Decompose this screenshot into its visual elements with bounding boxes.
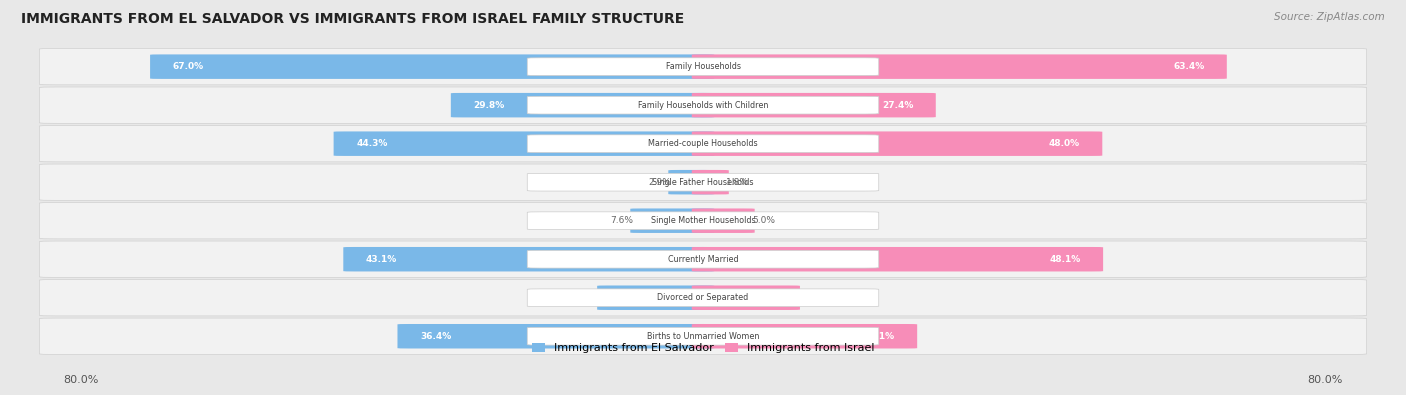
FancyBboxPatch shape (527, 289, 879, 307)
FancyBboxPatch shape (692, 55, 1227, 79)
Text: 80.0%: 80.0% (63, 375, 98, 385)
Text: Divorced or Separated: Divorced or Separated (658, 293, 748, 302)
Text: 1.8%: 1.8% (725, 178, 749, 187)
FancyBboxPatch shape (692, 170, 728, 194)
Text: Family Households with Children: Family Households with Children (638, 101, 768, 110)
FancyBboxPatch shape (668, 170, 714, 194)
FancyBboxPatch shape (527, 173, 879, 191)
Text: 63.4%: 63.4% (1173, 62, 1205, 71)
FancyBboxPatch shape (692, 93, 936, 117)
FancyBboxPatch shape (692, 324, 917, 348)
FancyBboxPatch shape (39, 241, 1367, 277)
Text: 2.9%: 2.9% (648, 178, 671, 187)
FancyBboxPatch shape (333, 132, 714, 156)
FancyBboxPatch shape (598, 286, 714, 310)
FancyBboxPatch shape (630, 209, 714, 233)
Text: 25.1%: 25.1% (863, 332, 894, 341)
Text: Married-couple Households: Married-couple Households (648, 139, 758, 148)
Text: 10.6%: 10.6% (747, 293, 778, 302)
Text: Source: ZipAtlas.com: Source: ZipAtlas.com (1274, 12, 1385, 22)
Text: 27.4%: 27.4% (882, 101, 914, 110)
FancyBboxPatch shape (343, 247, 714, 271)
FancyBboxPatch shape (527, 250, 879, 268)
Text: 44.3%: 44.3% (356, 139, 388, 148)
Text: Family Households: Family Households (665, 62, 741, 71)
Text: Single Mother Households: Single Mother Households (651, 216, 755, 225)
FancyBboxPatch shape (39, 164, 1367, 200)
Text: IMMIGRANTS FROM EL SALVADOR VS IMMIGRANTS FROM ISRAEL FAMILY STRUCTURE: IMMIGRANTS FROM EL SALVADOR VS IMMIGRANT… (21, 12, 685, 26)
Legend: Immigrants from El Salvador, Immigrants from Israel: Immigrants from El Salvador, Immigrants … (531, 342, 875, 353)
Text: 36.4%: 36.4% (420, 332, 451, 341)
FancyBboxPatch shape (39, 318, 1367, 354)
FancyBboxPatch shape (39, 203, 1367, 239)
FancyBboxPatch shape (527, 135, 879, 152)
FancyBboxPatch shape (692, 286, 800, 310)
Text: 43.1%: 43.1% (366, 255, 396, 264)
FancyBboxPatch shape (39, 87, 1367, 123)
Text: 67.0%: 67.0% (173, 62, 204, 71)
Text: 48.1%: 48.1% (1049, 255, 1081, 264)
Text: Single Father Households: Single Father Households (652, 178, 754, 187)
Text: 48.0%: 48.0% (1049, 139, 1080, 148)
Text: 11.7%: 11.7% (620, 293, 651, 302)
Text: Births to Unmarried Women: Births to Unmarried Women (647, 332, 759, 341)
Text: 7.6%: 7.6% (610, 216, 633, 225)
FancyBboxPatch shape (527, 327, 879, 345)
FancyBboxPatch shape (692, 247, 1104, 271)
Text: 80.0%: 80.0% (1308, 375, 1343, 385)
FancyBboxPatch shape (451, 93, 714, 117)
Text: 29.8%: 29.8% (474, 101, 505, 110)
FancyBboxPatch shape (527, 96, 879, 114)
Text: Currently Married: Currently Married (668, 255, 738, 264)
FancyBboxPatch shape (39, 126, 1367, 162)
Text: 5.0%: 5.0% (752, 216, 775, 225)
FancyBboxPatch shape (39, 49, 1367, 85)
FancyBboxPatch shape (39, 280, 1367, 316)
FancyBboxPatch shape (527, 58, 879, 75)
FancyBboxPatch shape (692, 132, 1102, 156)
FancyBboxPatch shape (527, 212, 879, 229)
FancyBboxPatch shape (150, 55, 714, 79)
FancyBboxPatch shape (398, 324, 714, 348)
FancyBboxPatch shape (692, 209, 755, 233)
